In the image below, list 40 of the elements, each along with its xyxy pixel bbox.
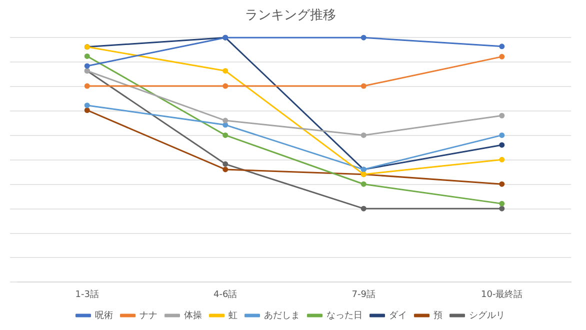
point (499, 132, 505, 138)
legend-label: シグルリ (468, 310, 505, 321)
point (222, 118, 228, 124)
legend-label: ダイ (388, 310, 407, 321)
point (499, 54, 505, 60)
point (499, 181, 505, 187)
point (222, 161, 228, 167)
x-tick-label: 1-3話 (75, 288, 99, 300)
chart-title: ランキング推移 (245, 8, 336, 24)
point (499, 156, 505, 162)
point (222, 83, 228, 89)
point (499, 142, 505, 148)
point (499, 206, 505, 212)
point (360, 206, 366, 212)
point (84, 83, 90, 89)
point (222, 122, 228, 128)
point (499, 112, 505, 118)
point (499, 200, 505, 206)
legend-label: なった日 (326, 310, 362, 321)
legend-label: 預 (433, 310, 442, 321)
point (222, 132, 228, 138)
point (360, 34, 366, 40)
x-tick-label: 10-最終話 (481, 288, 523, 300)
point (360, 83, 366, 89)
point (84, 102, 90, 108)
point (360, 132, 366, 138)
legend-label: 虹 (228, 310, 238, 321)
legend-label: あだしま (264, 310, 300, 321)
point (499, 44, 505, 50)
point (84, 107, 90, 113)
legend-label: 体操 (184, 310, 202, 321)
legend-label: ナナ (139, 310, 158, 321)
x-tick-label: 7-9話 (352, 288, 376, 300)
point (222, 166, 228, 172)
point (360, 181, 366, 187)
x-tick-label: 4-6話 (214, 288, 238, 300)
point (84, 63, 90, 69)
point (222, 68, 228, 74)
legend-label: 呪術 (94, 310, 113, 321)
point (84, 53, 90, 59)
